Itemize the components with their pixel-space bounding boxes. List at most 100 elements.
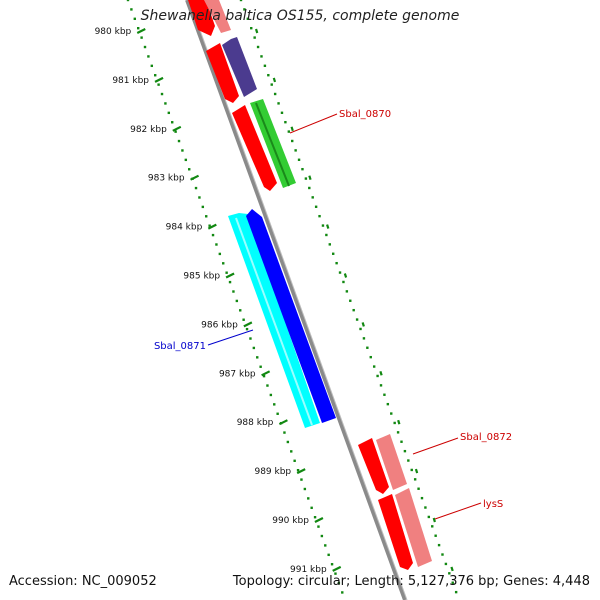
gene-cds-sbal-0872-pink[interactable] — [376, 434, 407, 490]
inner-major-tick — [278, 419, 288, 426]
kbp-tick-label: 990 kbp — [272, 516, 309, 526]
kbp-tick-label: 980 kbp — [95, 27, 132, 37]
inner-scale-dot — [337, 581, 341, 585]
inner-scale-dot — [157, 83, 160, 86]
outer-scale-dot — [267, 73, 270, 77]
gene-cds-984-blue[interactable] — [246, 209, 336, 423]
inner-scale-dot — [269, 393, 273, 397]
outer-scale-dot — [304, 177, 308, 180]
inner-major-tick — [332, 565, 342, 572]
outer-scale-dot — [396, 431, 400, 434]
inner-scale-dot — [313, 516, 317, 519]
gene-purple-981[interactable] — [222, 37, 257, 97]
label-sbal-0871[interactable]: Sbal_0871 — [154, 341, 206, 352]
inner-scale-dot — [245, 327, 249, 331]
genome-title: Shewanella baltica OS155, complete genom… — [140, 8, 460, 24]
outer-scale-dot — [291, 139, 294, 143]
outer-scale-dot — [369, 355, 372, 359]
outer-scale-dot — [239, 0, 243, 2]
outer-scale-dot — [263, 64, 267, 67]
outer-scale-dot — [345, 290, 349, 293]
inner-scale-dot — [188, 168, 191, 171]
outer-scale-dot — [444, 562, 448, 566]
outer-major-tick — [308, 175, 312, 181]
outer-major-tick — [379, 370, 383, 376]
outer-major-tick — [414, 468, 419, 474]
inner-scale-dot — [252, 346, 256, 350]
label-sbal-0872[interactable]: Sbal_0872 — [460, 432, 512, 443]
outer-major-tick — [432, 517, 436, 523]
outer-scale-dot — [270, 83, 273, 86]
inner-scale-dot — [211, 233, 215, 237]
outer-scale-dot — [318, 214, 321, 218]
outer-scale-dot — [243, 8, 246, 11]
inner-scale-dot — [327, 553, 330, 557]
outer-scale-dot — [417, 487, 420, 490]
outer-scale-dot — [277, 102, 280, 105]
inner-scale-dot — [341, 591, 344, 594]
outer-scale-dot — [359, 327, 362, 331]
inner-scale-dot — [235, 299, 239, 303]
inner-scale-dot — [225, 271, 228, 274]
outer-scale-dot — [424, 506, 427, 509]
kbp-tick-label: 983 kbp — [148, 174, 185, 184]
outer-major-tick — [254, 28, 259, 34]
outer-scale-dot — [308, 186, 311, 190]
outer-scale-dot — [372, 365, 376, 368]
outer-major-tick — [450, 566, 454, 572]
topology-summary: Topology: circular; Length: 5,127,376 bp… — [232, 574, 590, 589]
outer-scale-dot — [332, 252, 335, 255]
kbp-tick-label: 987 kbp — [219, 369, 256, 379]
inner-scale-dot — [174, 130, 177, 133]
inner-scale-dot — [266, 384, 269, 387]
inner-scale-dot — [239, 309, 242, 312]
inner-major-tick — [136, 28, 146, 34]
outer-scale-dot — [376, 374, 379, 378]
inner-scale-dot — [276, 412, 279, 415]
inner-scale-dot — [201, 205, 205, 209]
inner-major-tick — [314, 517, 324, 523]
label-sbal-0870[interactable]: Sbal_0870 — [339, 109, 391, 120]
outer-scale-dot — [393, 421, 396, 425]
outer-scale-dot — [407, 459, 410, 462]
inner-scale-dot — [184, 158, 188, 162]
label-lyss[interactable]: lysS — [483, 499, 503, 510]
outer-scale-dot — [379, 384, 383, 387]
tick-labels: 980 kbp 981 kbp 982 kbp 983 kbp 984 kbp 985 k… — [95, 27, 327, 575]
outer-scale-dot — [260, 55, 263, 58]
outer-scale-dot — [383, 393, 386, 396]
inner-scale-dot — [249, 337, 252, 340]
inner-scale-dot — [133, 17, 137, 21]
outer-scale-dot — [400, 440, 403, 443]
gene-top-pink-right[interactable] — [204, 0, 231, 33]
inner-scale-dot — [143, 45, 147, 49]
outer-scale-dot — [321, 224, 325, 227]
outer-scale-dot — [413, 478, 417, 481]
backbone-line — [185, 0, 407, 600]
gene-red-981[interactable] — [206, 43, 239, 103]
inner-scale-dot — [273, 403, 276, 406]
gene-cds-lyss-red[interactable] — [378, 494, 413, 570]
inner-scale-dot — [177, 139, 181, 143]
inner-scale-ticks — [126, 0, 344, 594]
gene-top-red-left[interactable] — [188, 0, 215, 36]
outer-scale-dot — [284, 120, 287, 124]
outer-scale-dot — [386, 402, 390, 406]
inner-scale-dot — [259, 365, 262, 368]
inner-scale-dot — [300, 478, 303, 481]
outer-scale-dot — [355, 318, 359, 321]
inner-scale-dot — [167, 111, 171, 115]
outer-scale-dot — [256, 45, 260, 49]
outer-scale-dot — [451, 581, 454, 584]
outer-scale-dot — [454, 590, 458, 594]
kbp-tick-label: 988 kbp — [237, 418, 274, 428]
gene-red-982[interactable] — [232, 105, 277, 191]
inner-major-tick — [190, 174, 200, 181]
gene-cds-lyss-pink[interactable] — [395, 488, 432, 567]
inner-scale-dot — [198, 196, 201, 199]
kbp-tick-label: 989 kbp — [254, 467, 291, 477]
outer-scale-dot — [410, 468, 413, 472]
gene-cds-sbal-0872-red[interactable] — [358, 438, 389, 494]
outer-major-tick — [326, 224, 330, 229]
